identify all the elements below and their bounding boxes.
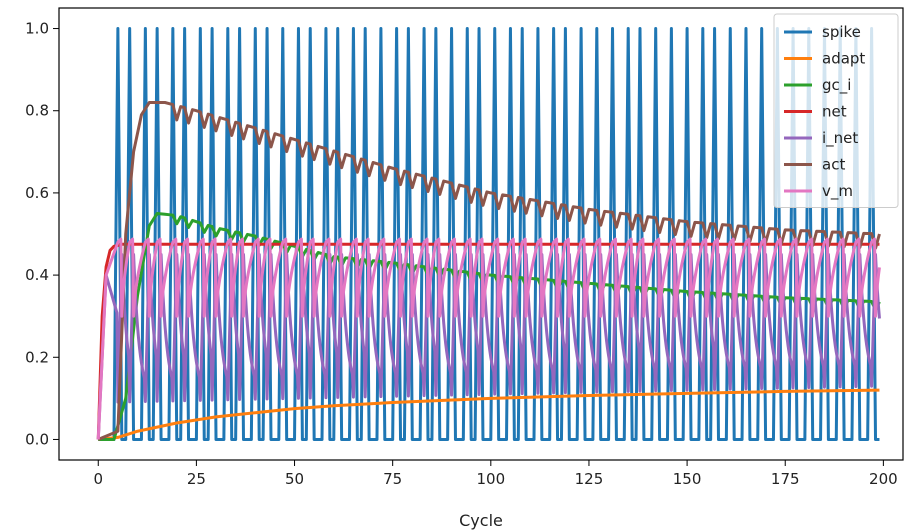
series-line-v-m bbox=[96, 237, 881, 440]
x-tick-label: 125 bbox=[575, 470, 604, 488]
x-axis-label: Cycle bbox=[459, 511, 503, 530]
legend-label-i-net: i_net bbox=[822, 129, 858, 148]
x-tick-label: 100 bbox=[476, 470, 505, 488]
axes bbox=[58, 7, 904, 461]
legend-label-gc-i: gc_i bbox=[822, 76, 851, 95]
legend-label-spike: spike bbox=[822, 23, 861, 41]
y-tick-label: 0.2 bbox=[25, 348, 49, 366]
series-line-spike bbox=[98, 27, 880, 441]
y-axis-ticks: 0.0 0.2 0.4 0.6 0.8 1.0 bbox=[25, 20, 59, 448]
plot-frame bbox=[58, 7, 904, 461]
legend-label-v-m: v_m bbox=[822, 182, 853, 201]
y-tick-label: 0.6 bbox=[25, 184, 49, 202]
legend-label-net: net bbox=[822, 103, 847, 121]
y-tick-label: 0.4 bbox=[25, 266, 49, 284]
x-tick-label: 50 bbox=[285, 470, 304, 488]
y-tick-label: 0.8 bbox=[25, 102, 49, 120]
x-tick-label: 0 bbox=[93, 470, 103, 488]
x-tick-label: 25 bbox=[187, 470, 206, 488]
y-tick-label: 0.0 bbox=[25, 430, 49, 448]
legend-label-adapt: adapt bbox=[822, 50, 865, 68]
x-tick-label: 75 bbox=[383, 470, 402, 488]
x-tick-label: 200 bbox=[869, 470, 898, 488]
legend-label-act: act bbox=[822, 156, 845, 174]
x-tick-label: 175 bbox=[771, 470, 800, 488]
series-line-adapt bbox=[98, 388, 880, 441]
y-tick-label: 1.0 bbox=[25, 20, 49, 38]
legend-box bbox=[773, 13, 899, 208]
x-tick-label: 150 bbox=[673, 470, 702, 488]
x-axis-ticks: 0 25 50 75 100 125 150 175 200 bbox=[93, 460, 898, 488]
series-lines bbox=[96, 27, 881, 441]
